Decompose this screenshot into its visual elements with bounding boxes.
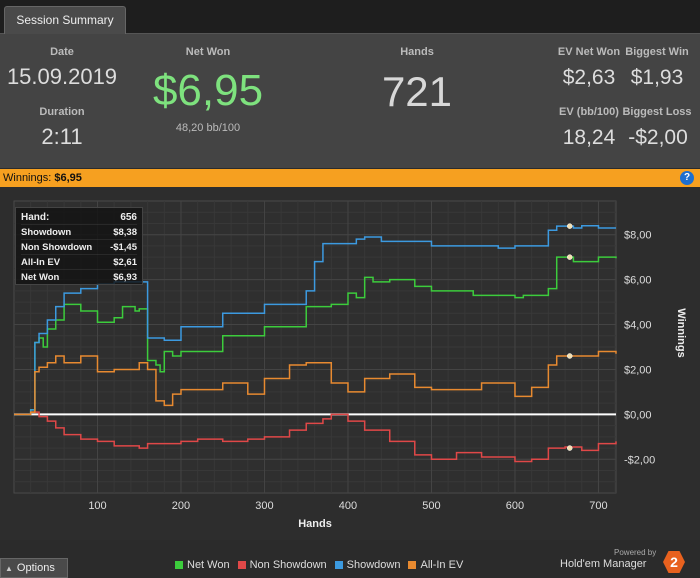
legend-item-all-in-ev[interactable]: All-In EV [408, 559, 463, 571]
tooltip-row-value: $8,38 [113, 227, 137, 238]
hover-marker [566, 445, 573, 451]
ev-net-won-label: EV Net Won [557, 46, 621, 58]
bb-per-100: 48,20 bb/100 [175, 122, 241, 134]
hands-value: 721 [381, 68, 453, 115]
x-tick-label: 600 [506, 500, 524, 512]
summary-panel: Date 15.09.2019 Duration 2:11 Net Won $6… [0, 34, 700, 168]
hem2-logo: 2 [663, 551, 685, 573]
legend-label: Net Won [187, 559, 230, 571]
tooltip-row-net-won: Net Won $6,93 [21, 270, 137, 285]
y-tick-label: $8,00 [624, 230, 652, 242]
duration-label: Duration [39, 106, 85, 118]
x-tick-label: 500 [422, 500, 440, 512]
hands-label: Hands [400, 46, 434, 58]
y-tick-label: $4,00 [624, 320, 652, 332]
tab-session-summary[interactable]: Session Summary [4, 6, 126, 34]
tooltip-hand-row: Hand: 656 [21, 210, 137, 225]
series-line-showdown [14, 224, 616, 416]
legend-swatch [334, 561, 343, 569]
x-tick-label: 400 [339, 500, 357, 512]
x-tick-label: 700 [589, 500, 607, 512]
tooltip-row-label: Showdown [21, 227, 72, 238]
options-label: Options [16, 562, 55, 574]
series-line-net-won [14, 256, 617, 416]
tooltip-row-label: Net Won [21, 272, 60, 283]
ev-bb-value: 18,24 [562, 126, 616, 149]
options-button[interactable]: ▲ Options [0, 558, 68, 578]
chevron-up-icon: ▲ [5, 564, 13, 573]
y-tick-label: $0,00 [624, 409, 652, 421]
chart-legend: Net Won Non Showdown Showdown All-In EV [175, 559, 463, 571]
series-line-all-in-ev [14, 350, 617, 416]
tooltip-hand-label: Hand: [21, 212, 50, 223]
legend-swatch [175, 561, 183, 569]
hand-tooltip: Hand: 656 Showdown $8,38 Non Showdown -$… [15, 207, 143, 285]
winnings-label: Winnings: [3, 172, 52, 184]
biggest-win-label: Biggest Win [625, 46, 689, 58]
help-icon[interactable]: ? [680, 171, 694, 185]
tooltip-row-all-in-ev: All-In EV $2,61 [21, 255, 137, 270]
tooltip-row-label: All-In EV [21, 257, 61, 268]
bottom-bar: ▲ Options Net Won Non Showdown Showdown A… [0, 540, 700, 578]
legend-label: Showdown [346, 559, 401, 571]
legend-label: Non Showdown [249, 559, 327, 571]
ev-bb-label: EV (bb/100) [559, 106, 619, 118]
ev-net-won-value: $2,63 [562, 66, 616, 89]
hover-marker [566, 254, 573, 260]
tooltip-row-non-showdown: Non Showdown -$1,45 [21, 240, 137, 255]
legend-swatch [237, 561, 246, 569]
x-tick-label: 200 [172, 500, 190, 512]
legend-label: All-In EV [420, 559, 464, 571]
tooltip-row-showdown: Showdown $8,38 [21, 225, 137, 240]
hover-marker [566, 223, 573, 229]
hover-marker [566, 353, 573, 359]
product-name: Hold'em Manager [560, 558, 647, 570]
tooltip-hand-value: 656 [120, 212, 137, 223]
x-tick-label: 300 [255, 500, 273, 512]
winnings-bar: Winnings: $6,95 ? [0, 169, 700, 187]
date-value: 15.09.2019 [6, 64, 118, 89]
net-won-label: Net Won [185, 46, 231, 58]
legend-item-net-won[interactable]: Net Won [175, 559, 230, 571]
legend-swatch [408, 561, 417, 569]
tab-bar: Session Summary [0, 0, 700, 34]
x-tick-label: 100 [88, 500, 106, 512]
x-axis-label: Hands [298, 518, 332, 530]
tooltip-row-value: $6,93 [113, 272, 137, 283]
tooltip-row-label: Non Showdown [21, 242, 93, 253]
y-tick-label: -$2,00 [624, 454, 655, 466]
tooltip-row-value: -$1,45 [110, 242, 137, 253]
biggest-loss-label: Biggest Loss [622, 106, 692, 118]
powered-by-label: Powered by [614, 548, 657, 557]
winnings-value: $6,95 [54, 172, 82, 184]
series-line-non-showdown [14, 411, 617, 463]
duration-value: 2:11 [41, 124, 83, 149]
y-tick-label: $6,00 [624, 275, 652, 287]
biggest-loss-value: -$2,00 [628, 126, 688, 149]
net-won-value: $6,95 [152, 66, 264, 115]
biggest-win-value: $1,93 [630, 66, 684, 89]
y-axis-label: Winnings [675, 308, 687, 357]
date-label: Date [50, 46, 74, 58]
tooltip-row-value: $2,61 [113, 257, 137, 268]
legend-item-non-showdown[interactable]: Non Showdown [237, 559, 327, 571]
y-tick-label: $2,00 [624, 364, 652, 376]
legend-item-showdown[interactable]: Showdown [334, 559, 401, 571]
